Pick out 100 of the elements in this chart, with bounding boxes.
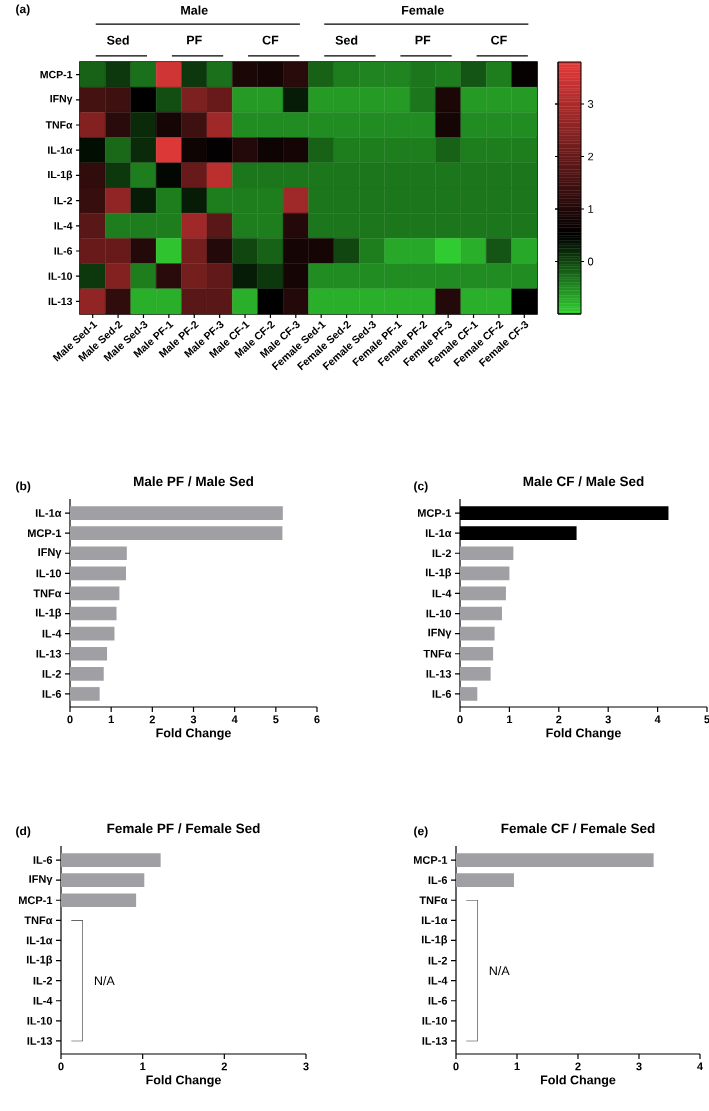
bar xyxy=(61,873,145,887)
y-tick-label: MCP-1 xyxy=(417,509,452,517)
x-tick-label: 1 xyxy=(514,1062,520,1071)
y-tick-label: IL-1β xyxy=(425,568,452,579)
x-tick-label: 1 xyxy=(108,715,114,724)
text: Sed xyxy=(106,35,129,45)
y-tick-label: IL-1α xyxy=(35,509,62,517)
bar xyxy=(70,546,127,561)
x-tick-label: 4 xyxy=(697,1062,703,1071)
bar xyxy=(70,687,100,701)
y-tick-label: IL-10 xyxy=(27,1016,53,1025)
x-tick-label: 1 xyxy=(140,1062,146,1071)
x-tick-label: 2 xyxy=(556,715,562,724)
x-tick-label: 3 xyxy=(190,715,197,724)
x-axis-title: Fold Change xyxy=(156,728,231,740)
chart-title: Female CF / Female Sed xyxy=(501,823,655,834)
y-tick-label: IL-1β xyxy=(35,608,62,619)
y-tick-label: IL-10 xyxy=(48,272,73,280)
annotation: N/A xyxy=(94,976,115,986)
y-tick-label: IFNγ xyxy=(50,95,73,105)
x-tick-label: 1 xyxy=(507,715,513,724)
y-tick-label: IL-2 xyxy=(432,549,452,558)
bar xyxy=(460,646,494,661)
y-tick-label: IL-6 xyxy=(432,690,452,698)
y-tick-label: IL-13 xyxy=(426,669,452,678)
x-tick-label: 5 xyxy=(704,715,709,724)
text: Female xyxy=(402,5,444,15)
bar xyxy=(70,566,126,581)
bar xyxy=(460,566,510,581)
text: (b) xyxy=(16,481,31,493)
bar xyxy=(460,586,506,601)
y-tick-label: IL-1α xyxy=(421,916,448,925)
y-tick-label: MCP-1 xyxy=(18,896,53,905)
y-tick-label: IL-1β xyxy=(421,935,448,946)
x-tick-label: 3 xyxy=(605,715,611,724)
y-tick-label: IFNγ xyxy=(428,628,452,639)
color-bar-label: 1 xyxy=(588,205,594,213)
x-tick-label: 3 xyxy=(303,1062,309,1071)
y-tick-label: IL-6 xyxy=(54,247,73,255)
text: (a) xyxy=(16,4,30,16)
bar xyxy=(61,893,137,908)
bar xyxy=(460,667,491,681)
bar xyxy=(460,546,514,561)
chart-title: Male CF / Male Sed xyxy=(523,476,644,487)
y-tick-label: IL-4 xyxy=(33,996,53,1005)
bar xyxy=(460,687,478,701)
text: Male xyxy=(181,5,208,15)
y-tick-label: IL-1β xyxy=(26,955,53,966)
bar xyxy=(70,667,104,681)
text: CF xyxy=(262,35,279,45)
text: PF xyxy=(187,35,202,45)
y-tick-label: IL-2 xyxy=(42,669,62,678)
y-tick-label: MCP-1 xyxy=(40,70,73,79)
y-tick-label: IL-2 xyxy=(33,976,53,985)
y-tick-label: IFNγ xyxy=(29,875,53,886)
x-tick-label: 4 xyxy=(654,715,661,724)
bar xyxy=(70,606,117,621)
bar xyxy=(70,626,115,641)
y-tick-label: IL-4 xyxy=(54,222,73,230)
y-tick-label: IFNγ xyxy=(38,548,62,559)
y-tick-label: IL-4 xyxy=(432,589,452,598)
y-tick-label: IL-1α xyxy=(425,529,452,537)
y-tick-label: TNFα xyxy=(45,121,73,129)
bar xyxy=(61,853,161,867)
y-tick-label: IL-6 xyxy=(42,690,62,698)
text: CF xyxy=(491,35,507,45)
y-tick-label: IL-1β xyxy=(48,170,73,181)
y-tick-label: TNFα xyxy=(419,896,448,905)
y-tick-label: IL-13 xyxy=(36,649,62,658)
bar xyxy=(70,526,283,540)
y-tick-label: IL-13 xyxy=(27,1037,53,1045)
bar xyxy=(70,646,108,661)
y-tick-label: IL-10 xyxy=(422,1016,448,1025)
y-tick-label: IL-1α xyxy=(48,146,73,154)
x-tick-label: 6 xyxy=(314,715,320,724)
y-tick-label: IL-6 xyxy=(428,996,448,1005)
bar xyxy=(70,586,120,601)
bar xyxy=(460,626,495,641)
y-tick-label: IL-10 xyxy=(36,569,62,578)
y-tick-label: IL-13 xyxy=(422,1037,448,1045)
text: (e) xyxy=(414,826,428,838)
color-bar-label: 2 xyxy=(588,152,594,161)
annotation: N/A xyxy=(489,965,510,976)
text: (d) xyxy=(16,826,31,838)
bar xyxy=(70,506,283,520)
x-tick-label: 0 xyxy=(67,715,73,724)
x-tick-label: 2 xyxy=(221,1062,227,1071)
y-tick-label: IL-13 xyxy=(48,297,73,306)
y-tick-label: MCP-1 xyxy=(413,856,448,864)
x-tick-label: 0 xyxy=(58,1062,64,1071)
y-tick-label: TNFα xyxy=(24,916,53,925)
text: PF xyxy=(415,35,431,45)
chart-title: Male PF / Male Sed xyxy=(134,476,253,487)
x-tick-label: 3 xyxy=(636,1062,642,1071)
y-tick-label: IL-10 xyxy=(426,609,452,618)
text: (c) xyxy=(414,481,428,493)
chart-title: Female PF / Female Sed xyxy=(107,823,260,834)
x-axis-title: Fold Change xyxy=(146,1075,221,1087)
y-tick-label: IL-4 xyxy=(428,976,448,985)
x-tick-label: 4 xyxy=(231,715,238,724)
